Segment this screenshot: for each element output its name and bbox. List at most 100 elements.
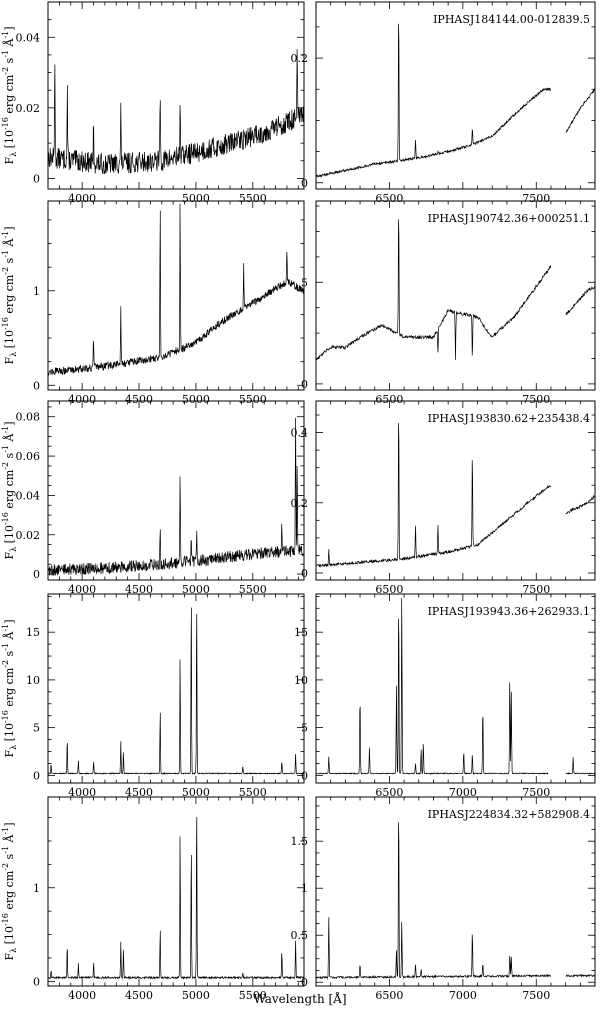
spectrum-line bbox=[48, 417, 304, 576]
spectrum-panel: 6500 7000 7500 0 5 10 15 IPHASJ193943.36+262933… bbox=[294, 593, 596, 799]
panel-object-name: IPHASJ184144.00-012839.5 bbox=[433, 13, 590, 26]
spectrum-line bbox=[316, 219, 595, 361]
x-tick-label: 5500 bbox=[239, 786, 267, 799]
y-tick-label: 15 bbox=[26, 626, 40, 639]
y-tick-label: 0 bbox=[33, 568, 40, 581]
x-tick-label: 5000 bbox=[182, 583, 210, 596]
x-tick-label: 7000 bbox=[449, 786, 477, 799]
y-tick-label: 0.08 bbox=[16, 411, 41, 424]
x-tick-label: 7500 bbox=[522, 786, 550, 799]
spectrum-panel: 6500 7500 0 0.2 IPHASJ184144.00-012839.5 bbox=[291, 1, 596, 205]
y-axis-label: Fλ [10-16 erg cm-2 s-1 Å-1] bbox=[1, 26, 18, 164]
spectrum-line bbox=[316, 423, 595, 568]
y-tick-label: 0 bbox=[301, 378, 308, 391]
y-tick-label: 0 bbox=[33, 172, 40, 185]
x-tick-label: 4500 bbox=[125, 786, 153, 799]
x-tick-label: 5500 bbox=[239, 583, 267, 596]
x-tick-label: 4500 bbox=[125, 393, 153, 406]
y-axis-label: Fλ [10-16 erg cm-2 s-1 Å-1] bbox=[1, 619, 18, 757]
y-tick-label: 10 bbox=[26, 674, 40, 687]
x-tick-label: 5500 bbox=[239, 989, 267, 1002]
y-tick-label: 0 bbox=[33, 975, 40, 988]
spectrum-panel: 4000 4500 5000 5500 0 1 Fλ [10-16 erg cm-2 s-1… bbox=[1, 796, 305, 1002]
panel-object-name: IPHASJ193830.62+235438.4 bbox=[428, 412, 590, 425]
spectrum-panel: 6500 7000 7500 0 0.5 1 1.5 IPHASJ224834.32+5829… bbox=[291, 796, 596, 1002]
y-tick-label: 10 bbox=[294, 674, 308, 687]
spectrum-panel: 6500 7500 0 5 IPHASJ190742.36+000251.1 bbox=[301, 200, 596, 406]
y-tick-label: 0.04 bbox=[16, 31, 41, 44]
y-tick-label: 0.06 bbox=[16, 450, 41, 463]
y-tick-label: 0.4 bbox=[291, 427, 309, 440]
x-axis-label: Wavelength [Å] bbox=[253, 992, 347, 1006]
spectrum-line bbox=[316, 598, 595, 775]
y-tick-label: 0.5 bbox=[291, 929, 309, 942]
spectrum-line bbox=[48, 203, 304, 377]
spectrum-line bbox=[316, 23, 595, 179]
panel-frame bbox=[47, 400, 305, 581]
panel-object-name: IPHASJ224834.32+582908.4 bbox=[428, 808, 590, 821]
x-tick-label: 4000 bbox=[68, 192, 96, 205]
spectrum-panel: 6500 7500 0 0.2 0.4 IPHASJ193830.62+235438.4 bbox=[291, 400, 596, 596]
x-tick-label: 4500 bbox=[125, 989, 153, 1002]
x-tick-label: 7500 bbox=[522, 989, 550, 1002]
panel-object-name: IPHASJ190742.36+000251.1 bbox=[428, 212, 590, 225]
y-tick-label: 0 bbox=[301, 177, 308, 190]
y-axis-label: Fλ [10-16 erg cm-2 s-1 Å-1] bbox=[1, 421, 18, 559]
y-tick-label: 0.02 bbox=[16, 102, 41, 115]
x-tick-label: 6500 bbox=[375, 192, 403, 205]
spectrum-line bbox=[48, 816, 304, 980]
x-tick-label: 5000 bbox=[182, 989, 210, 1002]
y-tick-label: 1 bbox=[301, 882, 308, 895]
y-tick-label: 5 bbox=[301, 722, 308, 735]
y-tick-label: 5 bbox=[33, 722, 40, 735]
x-tick-label: 4000 bbox=[68, 393, 96, 406]
x-tick-label: 6500 bbox=[375, 393, 403, 406]
spectrum-panel: 4000 4500 5000 5500 0 5 10 15 Fλ [10-16 erg cm-2… bbox=[1, 593, 305, 799]
y-tick-label: 1 bbox=[33, 882, 40, 895]
y-axis-label: Fλ [10-16 erg cm-2 s-1 Å-1] bbox=[1, 226, 18, 364]
x-tick-label: 6500 bbox=[375, 786, 403, 799]
y-tick-label: 0.04 bbox=[16, 489, 41, 502]
x-tick-label: 5000 bbox=[182, 393, 210, 406]
x-tick-label: 4500 bbox=[125, 583, 153, 596]
x-tick-label: 5000 bbox=[182, 786, 210, 799]
y-tick-label: 0.2 bbox=[291, 52, 309, 65]
panel-frame bbox=[315, 200, 596, 391]
panel-frame bbox=[315, 400, 596, 581]
x-tick-label: 7000 bbox=[449, 989, 477, 1002]
y-tick-label: 1 bbox=[33, 285, 40, 298]
x-tick-label: 7500 bbox=[522, 192, 550, 205]
x-tick-label: 7500 bbox=[522, 583, 550, 596]
y-tick-label: 0 bbox=[33, 769, 40, 782]
y-axis-label: Fλ [10-16 erg cm-2 s-1 Å-1] bbox=[1, 822, 18, 960]
panel-object-name: IPHASJ193943.36+262933.1 bbox=[428, 605, 590, 618]
panel-frame bbox=[315, 593, 596, 784]
x-tick-label: 4000 bbox=[68, 583, 96, 596]
panel-frame bbox=[47, 1, 305, 190]
y-tick-label: 5 bbox=[301, 276, 308, 289]
panel-frame bbox=[47, 593, 305, 784]
panel-frame bbox=[47, 200, 305, 391]
y-tick-label: 0 bbox=[301, 567, 308, 580]
x-tick-label: 4000 bbox=[68, 786, 96, 799]
x-tick-label: 6500 bbox=[375, 989, 403, 1002]
x-tick-label: 5500 bbox=[239, 393, 267, 406]
y-tick-label: 0.02 bbox=[16, 529, 41, 542]
spectrum-line bbox=[316, 822, 595, 980]
panel-frame bbox=[47, 796, 305, 987]
spectrum-panel: 4000 4500 5000 5500 0 1 Fλ [10-16 erg cm-2 s-1… bbox=[1, 200, 305, 406]
x-tick-label: 5500 bbox=[239, 192, 267, 205]
panel-frame bbox=[315, 1, 596, 190]
y-tick-label: 0.2 bbox=[291, 497, 309, 510]
panel-frame bbox=[315, 796, 596, 987]
x-tick-label: 6500 bbox=[375, 583, 403, 596]
x-tick-label: 4000 bbox=[68, 989, 96, 1002]
spectrum-line bbox=[48, 607, 304, 775]
x-tick-label: 7500 bbox=[522, 393, 550, 406]
y-tick-label: 1.5 bbox=[291, 835, 309, 848]
y-tick-label: 15 bbox=[294, 626, 308, 639]
x-tick-label: 5000 bbox=[182, 192, 210, 205]
